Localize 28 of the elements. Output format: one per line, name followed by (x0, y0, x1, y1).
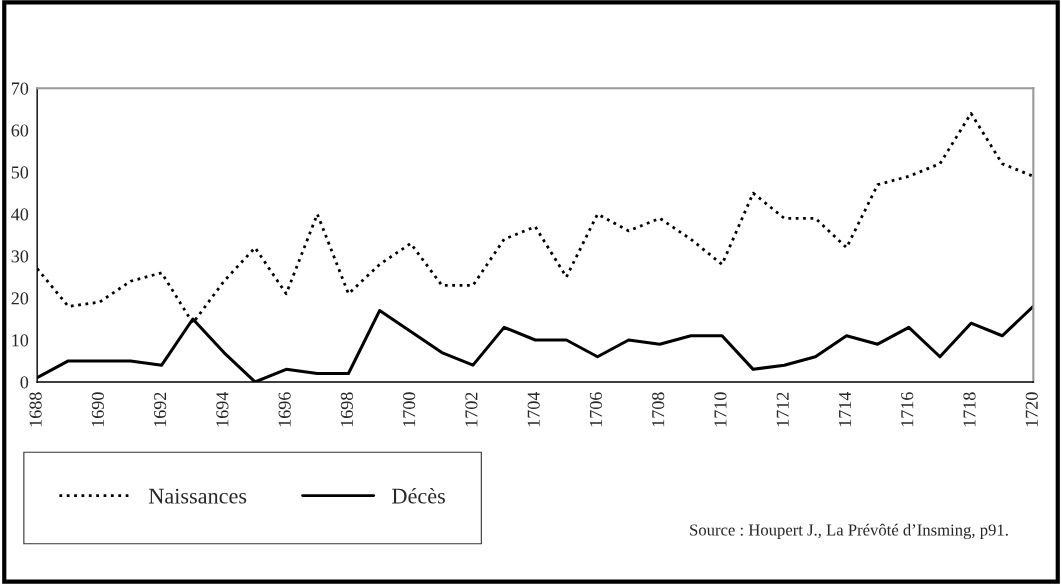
x-tick-label: 1692 (154, 392, 167, 427)
source-note: Source : Houpert J., La Prévôté d’Insming, p91. (690, 523, 1008, 540)
x-tick-label: 1708 (652, 392, 665, 427)
x-tick-label: 1700 (403, 392, 416, 427)
x-tick-label: 1696 (278, 392, 291, 427)
y-tick-label: 60 (11, 124, 29, 137)
x-tick-label: 1704 (527, 391, 540, 427)
y-tick-label: 50 (11, 166, 29, 179)
x-tick-label: 1718 (963, 392, 976, 427)
legend-label: Naissances (148, 488, 247, 504)
x-tick-label: 1716 (901, 392, 914, 427)
y-tick-label: 40 (11, 208, 29, 221)
legend-label: Décès (392, 487, 445, 504)
x-tick-label: 1714 (838, 391, 851, 427)
x-tick-label: 1710 (714, 392, 727, 427)
x-tick-label: 1706 (589, 392, 603, 427)
x-tick-label: 1694 (216, 391, 229, 427)
x-tick-label: 1702 (465, 392, 478, 427)
y-tick-label: 70 (11, 82, 29, 95)
x-tick-label: 1720 (1025, 392, 1038, 427)
y-tick-label: 20 (11, 292, 29, 305)
y-tick-label: 10 (12, 334, 29, 347)
x-tick-label: 1690 (91, 392, 104, 427)
y-tick-label: 30 (11, 250, 29, 263)
x-tick-label: 1712 (776, 392, 789, 427)
y-tick-label: 0 (20, 376, 29, 389)
x-tick-label: 1688 (29, 392, 42, 427)
x-tick-label: 1698 (340, 392, 353, 427)
